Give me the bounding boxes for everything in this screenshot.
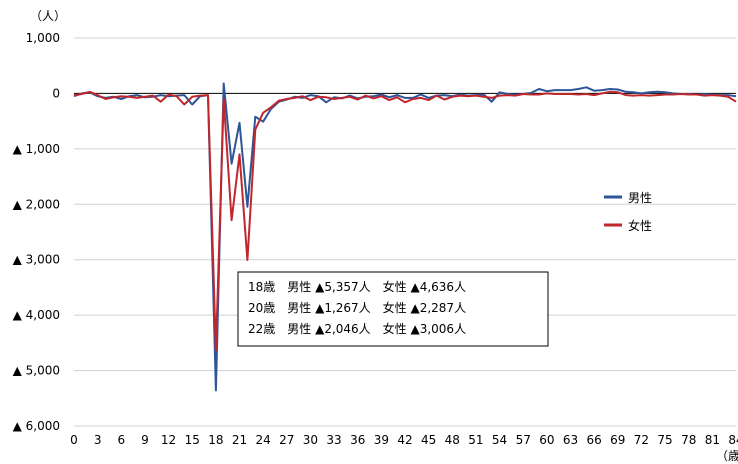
x-tick-label: 60 [539, 433, 554, 447]
legend-label: 女性 [628, 218, 652, 233]
annotation-frame [237, 271, 549, 347]
series-lines [73, 82, 737, 392]
x-tick-label: 45 [421, 433, 436, 447]
y-tick-label: ▲ 5,000 [13, 364, 60, 378]
x-tick-label: 21 [232, 433, 247, 447]
x-tick-label: 66 [587, 433, 602, 447]
x-tick-label: 48 [445, 433, 460, 447]
x-tick-label: 24 [256, 433, 271, 447]
y-tick-label: 1,000 [26, 31, 60, 45]
x-tick-label: 27 [279, 433, 294, 447]
x-tick-label: 30 [303, 433, 318, 447]
series-line-female [73, 90, 737, 352]
x-tick-label: 6 [117, 433, 125, 447]
axes: 1,000 0 ▲ 1,000 ▲ 2,000 ▲ 3,000 ▲ 4,000 ▲ 5,00… [13, 9, 738, 463]
series-line-male [73, 82, 737, 392]
x-tick-label: 63 [563, 433, 578, 447]
y-tick-label: 0 [52, 86, 60, 100]
x-unit-label: （歳） [716, 449, 738, 463]
annotation-box: 18歳 男性 ▲5,357人 女性 ▲4,636人 20歳 男性 ▲1,267人 … [237, 271, 549, 347]
x-tick-label: 33 [326, 433, 341, 447]
annotation-line: 18歳 男性 ▲5,357人 女性 ▲4,636人 [248, 279, 466, 294]
x-tick-label: 15 [185, 433, 200, 447]
x-tick-label: 57 [516, 433, 531, 447]
x-tick-label: 54 [492, 433, 507, 447]
x-tick-label: 9 [141, 433, 149, 447]
x-tick-label: 18 [208, 433, 223, 447]
x-tick-label: 36 [350, 433, 365, 447]
x-tick-label: 3 [94, 433, 102, 447]
y-tick-label: ▲ 6,000 [13, 419, 60, 433]
annotation-line: 22歳 男性 ▲2,046人 女性 ▲3,006人 [248, 321, 466, 336]
x-tick-label: 12 [161, 433, 176, 447]
legend-label: 男性 [628, 191, 652, 205]
y-tick-label: ▲ 4,000 [13, 308, 60, 322]
y-tick-label: ▲ 1,000 [13, 142, 60, 156]
x-tick-label: 0 [70, 433, 78, 447]
y-tick-label: ▲ 3,000 [13, 253, 60, 267]
x-tick-label: 39 [374, 433, 389, 447]
x-tick-label: 42 [397, 433, 412, 447]
y-unit-label: （人） [30, 9, 66, 23]
y-tick-label: ▲ 2,000 [13, 197, 60, 211]
x-tick-label: 69 [610, 433, 625, 447]
x-tick-label: 72 [634, 433, 649, 447]
annotation-line: 20歳 男性 ▲1,267人 女性 ▲2,287人 [248, 300, 466, 315]
x-tick-label: 75 [657, 433, 672, 447]
x-tick-label: 84 [728, 433, 738, 447]
x-tick-label: 81 [705, 433, 720, 447]
x-tick-label: 51 [468, 433, 483, 447]
x-tick-label: 78 [681, 433, 696, 447]
